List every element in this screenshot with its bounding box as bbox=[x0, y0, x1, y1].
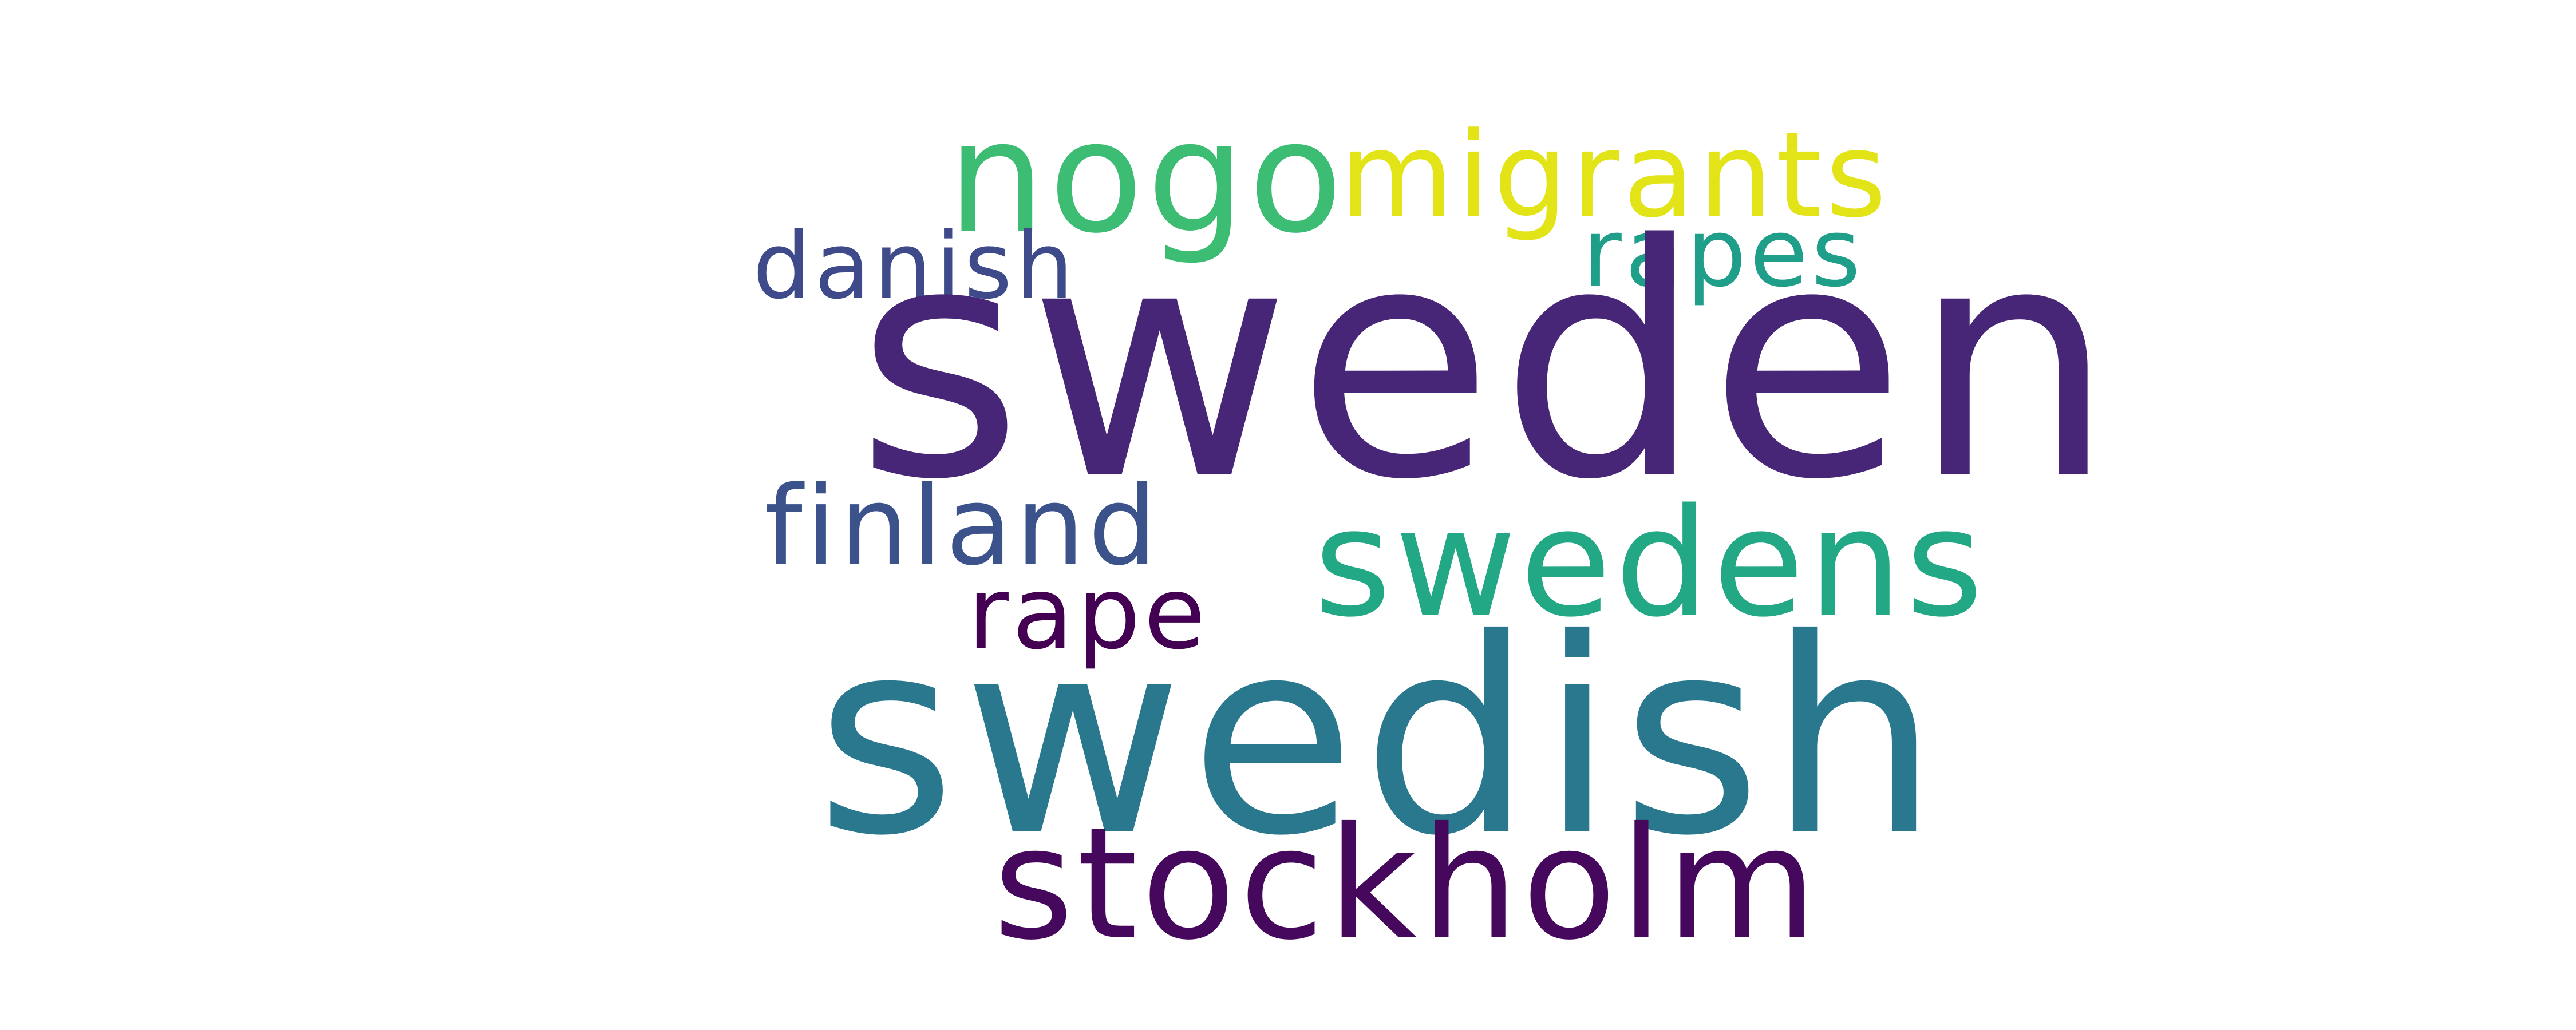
word-nogo: nogo bbox=[947, 87, 1346, 267]
word-swedens: swedens bbox=[1314, 477, 1987, 650]
word-migrants: migrants bbox=[1340, 108, 1890, 244]
word-rapes: rapes bbox=[1583, 198, 1864, 308]
word-danish: danish bbox=[753, 212, 1077, 319]
word-rape: rape bbox=[967, 556, 1209, 672]
word-finland: finland bbox=[764, 463, 1161, 589]
word-stockholm: stockholm bbox=[993, 794, 1820, 974]
word-sweden: sweden bbox=[856, 177, 2121, 550]
word-swedish: swedish bbox=[816, 581, 1946, 894]
